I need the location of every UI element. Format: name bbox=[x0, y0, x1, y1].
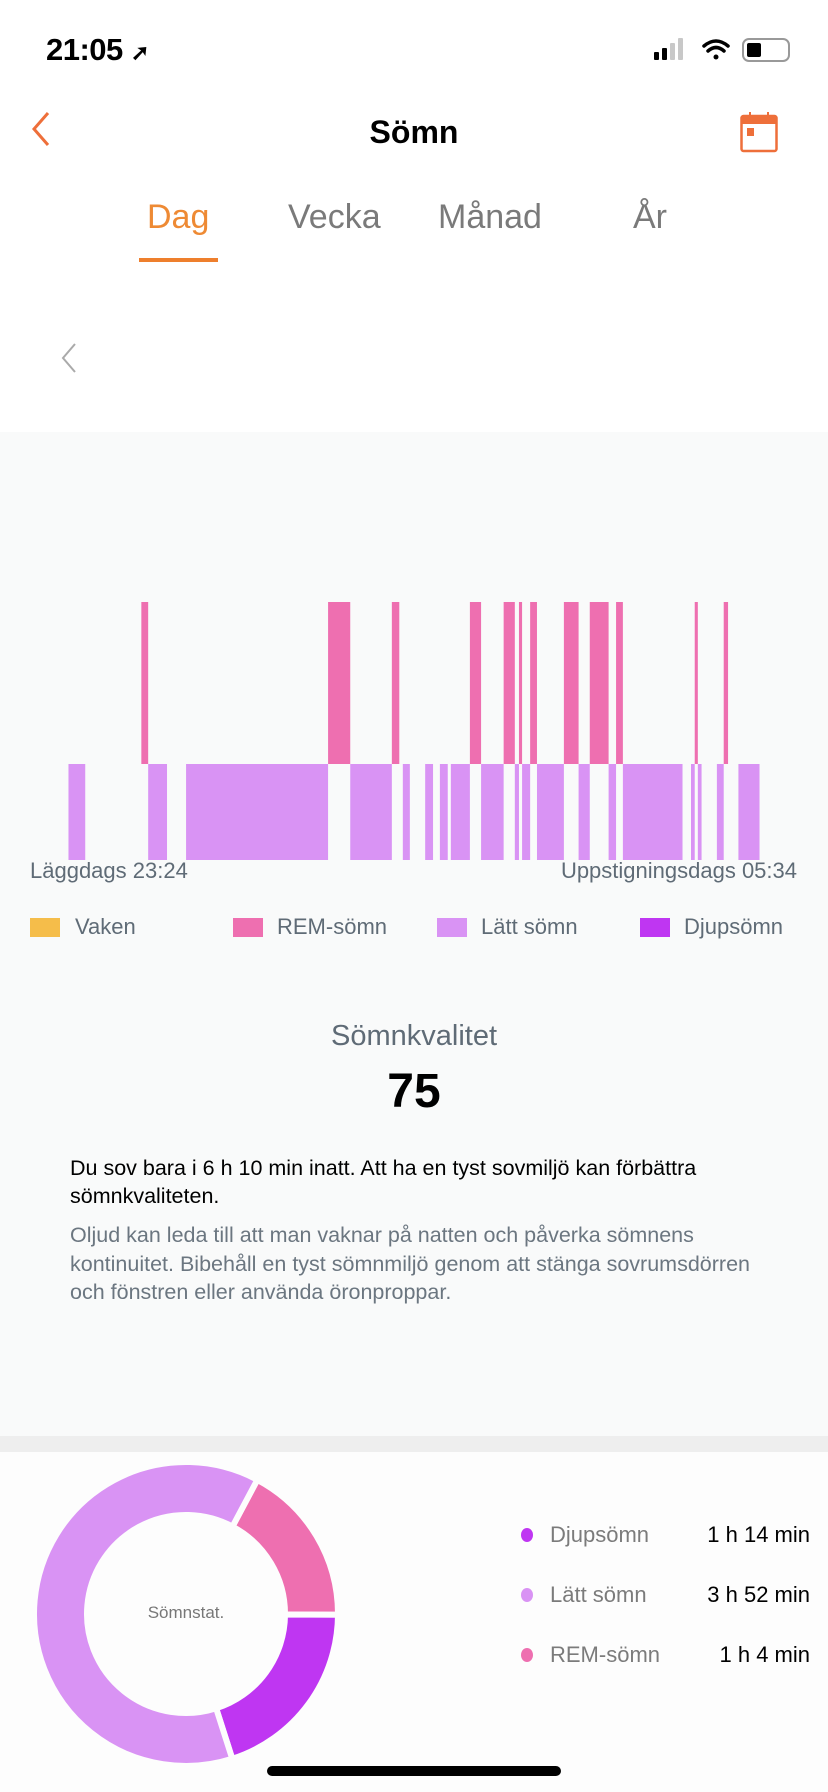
stat-deep-label: Djupsömn bbox=[550, 1522, 650, 1547]
stage-bar-light bbox=[439, 764, 448, 860]
legend-swatch-awake bbox=[30, 918, 60, 937]
stat-deep-value: 1 h 14 min bbox=[707, 1522, 810, 1547]
sleep-chart-section bbox=[0, 432, 828, 1436]
stat-rem-label: REM-sömn bbox=[550, 1642, 661, 1667]
calendar-icon[interactable] bbox=[740, 111, 778, 153]
wake-time-label: Uppstigningsdags 05:34 bbox=[560, 858, 797, 883]
sleep-quality-score: 75 bbox=[387, 1065, 441, 1118]
back-chevron-icon[interactable] bbox=[28, 110, 54, 148]
stage-bar-light bbox=[186, 764, 329, 860]
deep-dot-icon bbox=[521, 1528, 533, 1542]
stage-bar-rem bbox=[328, 602, 351, 764]
sleep-stats-donut bbox=[31, 1459, 342, 1769]
wifi-icon bbox=[702, 39, 730, 60]
stage-bar-rem bbox=[469, 602, 482, 764]
sleep-quality-title: Sömnkvalitet bbox=[330, 1020, 497, 1052]
stage-bar-light bbox=[148, 764, 168, 860]
tab-dag[interactable]: Dag bbox=[147, 198, 210, 236]
stage-bar-light bbox=[738, 764, 760, 860]
sleep-advice: Oljud kan leda till att man vaknar på na… bbox=[70, 1223, 750, 1304]
tab-ar[interactable]: År bbox=[633, 198, 667, 236]
signal-icon bbox=[654, 38, 683, 60]
legend-deep: Djupsömn bbox=[684, 914, 784, 939]
status-time: 21:05 ➚ bbox=[46, 32, 149, 68]
stage-bar-light bbox=[514, 764, 519, 860]
battery-icon bbox=[742, 38, 790, 62]
stage-bar-rem bbox=[503, 602, 515, 764]
stage-bar-light bbox=[68, 764, 86, 860]
previous-day-chevron-icon[interactable] bbox=[58, 342, 80, 374]
stage-bar-light bbox=[402, 764, 410, 860]
stage-bar-light bbox=[350, 764, 392, 860]
legend-rem: REM-sömn bbox=[277, 914, 388, 939]
stage-bar-light bbox=[691, 764, 695, 860]
stage-bar-light bbox=[450, 764, 470, 860]
legend-light: Lätt sömn bbox=[481, 914, 578, 939]
donut-center-label: Sömnstat. bbox=[147, 1603, 225, 1622]
sleep-summary: Du sov bara i 6 h 10 min inatt. Att ha e… bbox=[70, 1156, 697, 1208]
legend-swatch-deep bbox=[640, 918, 670, 937]
legend-swatch-light bbox=[437, 918, 467, 937]
bedtime-label: Läggdags 23:24 bbox=[30, 858, 188, 883]
stat-light-label: Lätt sömn bbox=[550, 1582, 647, 1607]
stage-bar-light bbox=[481, 764, 504, 860]
stage-bar-rem bbox=[141, 602, 149, 764]
status-icons bbox=[654, 38, 790, 62]
rem-dot-icon bbox=[521, 1648, 533, 1662]
stage-bar-light bbox=[716, 764, 724, 860]
stage-bar-rem bbox=[563, 602, 579, 764]
stage-bar-light bbox=[578, 764, 590, 860]
stage-bar-light bbox=[522, 764, 531, 860]
stage-bar-rem bbox=[589, 602, 609, 764]
active-tab-indicator bbox=[139, 258, 218, 262]
stat-light-value: 3 h 52 min bbox=[707, 1582, 810, 1607]
sleep-stage-chart bbox=[68, 602, 760, 860]
tab-manad[interactable]: Månad bbox=[438, 198, 542, 236]
stage-bar-rem bbox=[518, 602, 523, 764]
donut-slice-deep bbox=[212, 1611, 342, 1763]
stage-bar-light bbox=[425, 764, 434, 860]
home-indicator[interactable] bbox=[267, 1766, 561, 1776]
stage-bar-light bbox=[697, 764, 702, 860]
stage-bar-rem bbox=[530, 602, 537, 764]
stat-rem-value: 1 h 4 min bbox=[719, 1642, 811, 1667]
stage-bar-rem bbox=[616, 602, 623, 764]
stage-bar-rem bbox=[723, 602, 729, 764]
legend-swatch-rem bbox=[233, 918, 263, 937]
legend-awake: Vaken bbox=[75, 914, 136, 939]
page-title: Sömn bbox=[369, 114, 459, 150]
time-text: 21:05 bbox=[46, 32, 123, 67]
donut-slice-light bbox=[31, 1459, 262, 1769]
stage-bar-light bbox=[622, 764, 683, 860]
location-arrow-icon: ➚ bbox=[130, 40, 149, 65]
stage-bar-rem bbox=[391, 602, 400, 764]
stage-bar-light bbox=[608, 764, 617, 860]
stage-bar-rem bbox=[694, 602, 698, 764]
section-divider bbox=[0, 1436, 828, 1452]
tab-vecka[interactable]: Vecka bbox=[288, 198, 381, 236]
stage-bar-light bbox=[536, 764, 564, 860]
light-dot-icon bbox=[521, 1588, 533, 1602]
